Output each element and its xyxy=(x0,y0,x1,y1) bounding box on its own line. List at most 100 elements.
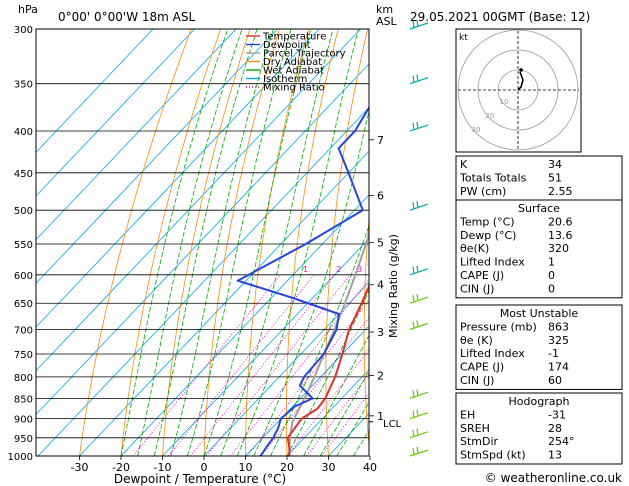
pressure-tick-label: 450 xyxy=(14,169,33,180)
index-value: 34 xyxy=(548,158,562,171)
datetime-label: 29.05.2021 00GMT (Base: 12) xyxy=(410,10,590,24)
most-unstable-value: 60 xyxy=(548,374,562,387)
hodograph-value: 28 xyxy=(548,422,562,435)
pressure-tick-labels: 300 350 400 450 500 550 600 650 700 750 800 850 900 9… xyxy=(8,25,33,463)
index-label: PW (cm) xyxy=(460,185,506,198)
mixing-ratio-label: 1 xyxy=(303,265,308,274)
asl-label: ASL xyxy=(376,15,398,28)
isotherm-line xyxy=(162,238,369,456)
pressure-tick-label: 800 xyxy=(14,373,33,384)
most-unstable-value: 325 xyxy=(548,334,569,347)
km-axis: 7 6 5 4 3 2 1 xyxy=(369,134,384,423)
mixing-ratio-axis-label: Mixing Ratio (g/kg) xyxy=(387,234,400,338)
temperature-tick-labels: -30 -20 -10 0 10 20 30 40 xyxy=(71,456,377,474)
hodograph-ring-label: 30 xyxy=(472,126,481,134)
isotherm-line xyxy=(36,63,369,415)
mixing-ratio-line xyxy=(321,392,369,456)
surface-value: 20.6 xyxy=(548,215,573,228)
most-unstable-label: Lifted Index xyxy=(460,347,525,360)
table-box xyxy=(455,199,623,299)
dry-adiabat-line xyxy=(325,29,369,456)
wet-adiabat-line xyxy=(220,29,334,456)
isotherm-line xyxy=(36,29,195,197)
surface-label: CIN (J) xyxy=(460,282,494,295)
wind-barb xyxy=(409,121,429,132)
hodograph-label: StmSpd (kt) xyxy=(460,449,526,462)
hodograph-ring-label: 10 xyxy=(500,98,509,106)
pressure-tick-label: 900 xyxy=(14,415,33,426)
surface-label: Temp (°C) xyxy=(459,215,515,228)
table-box xyxy=(455,392,623,465)
legend-label: Dewpoint xyxy=(263,40,311,51)
surface-label: θe(K) xyxy=(460,242,489,255)
isotherm-line xyxy=(79,150,369,456)
hodograph-table-title: Hodograph xyxy=(509,395,570,408)
wind-barb xyxy=(409,19,429,30)
surface-label: CAPE (J) xyxy=(460,269,504,282)
index-value: 2.55 xyxy=(548,185,573,198)
km-tick-label: 6 xyxy=(377,190,384,203)
hpa-label: hPa xyxy=(18,3,38,16)
km-tick-label: 1 xyxy=(377,410,384,423)
index-label: K xyxy=(460,158,468,171)
most-unstable-label: θe (K) xyxy=(460,334,493,347)
hodograph-label: StmDir xyxy=(460,435,499,448)
km-tick-label: 4 xyxy=(377,279,384,292)
pressure-tick-label: 400 xyxy=(14,127,33,138)
temperature-line xyxy=(286,283,369,456)
hodograph-label: EH xyxy=(460,408,475,421)
wet-adiabat-line xyxy=(319,370,369,456)
most-unstable-label: CAPE (J) xyxy=(460,361,504,374)
dewpoint-line xyxy=(236,105,369,456)
table-box xyxy=(455,304,623,390)
wind-barb xyxy=(409,74,429,85)
isotherm-line xyxy=(36,29,237,241)
index-value: 51 xyxy=(548,171,562,184)
mixing-ratio-label: 3 xyxy=(357,265,362,274)
wind-barb xyxy=(409,201,429,211)
pressure-tick-label: 650 xyxy=(14,299,33,310)
index-label: Totals Totals xyxy=(459,171,527,184)
dry-adiabat-line xyxy=(401,29,426,456)
isotherm-line xyxy=(36,29,154,153)
surface-value: 1 xyxy=(548,256,555,269)
wet-adiabat-line xyxy=(137,29,243,456)
storm-motion-marker xyxy=(519,68,523,72)
wet-adiabat-line xyxy=(336,401,369,456)
most-unstable-value: -1 xyxy=(548,347,559,360)
legend-label: Dry Adiabat xyxy=(263,57,322,68)
temperature-tick-label: 20 xyxy=(280,461,294,474)
pressure-tick-label: 500 xyxy=(14,206,33,217)
temperature-tick-label: -10 xyxy=(154,461,172,474)
legend-label: Temperature xyxy=(262,32,326,43)
wet-adiabat-line xyxy=(120,29,229,456)
surface-label: Dewp (°C) xyxy=(460,229,516,242)
pressure-tick-label: 750 xyxy=(14,350,33,361)
wind-barb xyxy=(409,428,429,439)
isotherm-line xyxy=(37,106,369,456)
mixing-ratio-label: 2 xyxy=(336,265,341,274)
pressure-tick-label: 850 xyxy=(14,394,33,405)
most-unstable-label: CIN (J) xyxy=(460,374,494,387)
pressure-tick-label: 700 xyxy=(14,326,33,337)
pressure-tick-label: 300 xyxy=(14,25,33,36)
mixing-ratio-label: 4 xyxy=(369,265,374,274)
temperature-tick-label: 10 xyxy=(239,461,253,474)
km-tick-label: 3 xyxy=(377,326,384,339)
location-label: 0°00' 0°00'W 18m ASL xyxy=(58,10,196,24)
mixing-ratio-line xyxy=(206,274,351,456)
mixing-ratio-line xyxy=(261,316,369,456)
legend-label: Wet Adiabat xyxy=(263,66,324,77)
pressure-tick-label: 550 xyxy=(14,240,33,251)
mixing-ratio-line xyxy=(190,274,336,456)
profiles xyxy=(236,105,369,456)
pressure-tick-label: 1000 xyxy=(8,452,33,463)
most-unstable-title: Most Unstable xyxy=(500,307,579,320)
wind-barb xyxy=(409,409,429,420)
dry-adiabat-line xyxy=(79,29,192,456)
hodograph-unit: kt xyxy=(459,33,468,43)
isotherm-line xyxy=(286,369,369,456)
km-tick-label: 2 xyxy=(377,370,384,383)
stats-tables: K 34 Totals Totals 51 PW (cm) 2.55 SurfaceTemp… xyxy=(455,155,623,465)
